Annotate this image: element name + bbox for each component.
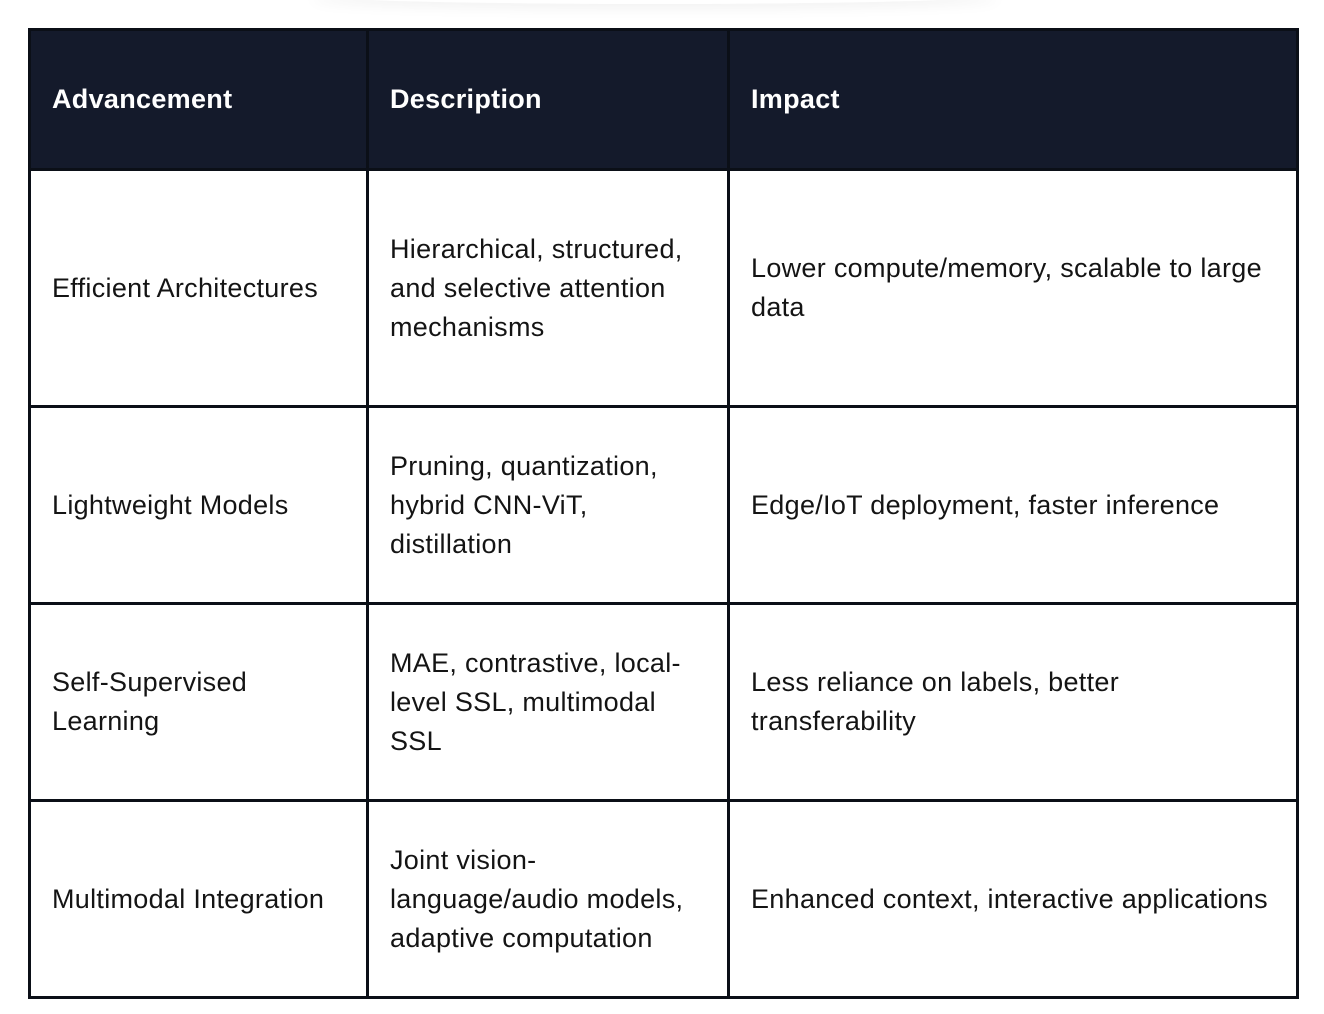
cell-description: Joint vision-language/audio models, adap… xyxy=(366,799,730,999)
table-row: Lightweight Models Pruning, quantization… xyxy=(28,405,1299,605)
cell-impact: Less reliance on labels, better transfer… xyxy=(727,602,1299,802)
cell-impact: Edge/IoT deployment, faster inference xyxy=(727,405,1299,605)
cell-impact: Lower compute/memory, scalable to large … xyxy=(727,168,1299,408)
cell-advancement: Efficient Architectures xyxy=(28,168,369,408)
cell-advancement: Multimodal Integration xyxy=(28,799,369,999)
table-row: Multimodal Integration Joint vision-lang… xyxy=(28,799,1299,999)
cell-advancement: Self-Supervised Learning xyxy=(28,602,369,802)
cell-impact: Enhanced context, interactive applicatio… xyxy=(727,799,1299,999)
table-body: Efficient Architectures Hierarchical, st… xyxy=(28,168,1299,999)
top-shadow-decoration xyxy=(310,0,1000,4)
table-header: Advancement Description Impact xyxy=(28,28,1299,171)
column-header-impact: Impact xyxy=(727,28,1299,171)
cell-advancement: Lightweight Models xyxy=(28,405,369,605)
table-row: Efficient Architectures Hierarchical, st… xyxy=(28,168,1299,408)
cell-description: MAE, contrastive, local-level SSL, multi… xyxy=(366,602,730,802)
column-header-description: Description xyxy=(366,28,730,171)
table-row: Self-Supervised Learning MAE, contrastiv… xyxy=(28,602,1299,802)
advancements-table: Advancement Description Impact Efficient… xyxy=(28,28,1299,999)
header-row: Advancement Description Impact xyxy=(28,28,1299,171)
column-header-advancement: Advancement xyxy=(28,28,369,171)
cell-description: Hierarchical, structured, and selective … xyxy=(366,168,730,408)
cell-description: Pruning, quantization, hybrid CNN-ViT, d… xyxy=(366,405,730,605)
